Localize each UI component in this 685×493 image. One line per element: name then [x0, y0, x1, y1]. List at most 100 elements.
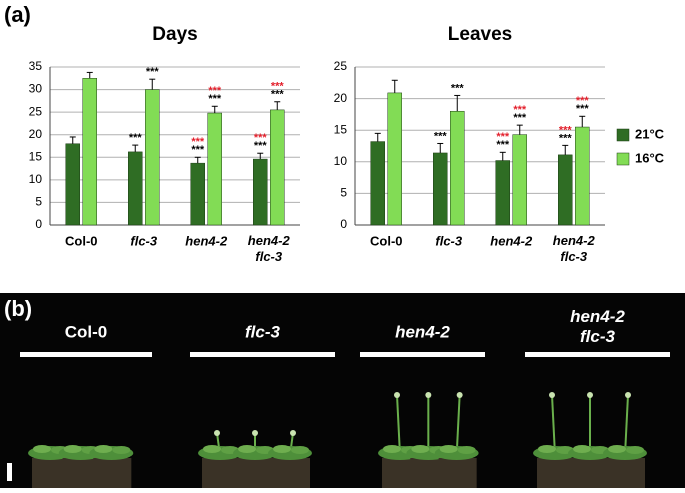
flower: [625, 392, 631, 398]
pot: [607, 458, 645, 488]
label-underline: [190, 352, 335, 357]
x-tick-label: flc-3: [130, 233, 158, 248]
y-tick-label: 10: [29, 172, 43, 186]
significance-label: ***: [576, 103, 590, 115]
significance-label: ***: [496, 139, 510, 151]
leaf: [626, 446, 644, 454]
significance-label: ***: [559, 132, 573, 144]
label-underline: [20, 352, 152, 357]
y-tick-label: 15: [334, 122, 348, 136]
pot: [237, 458, 275, 488]
bar: [370, 141, 385, 226]
significance-label: ***: [146, 66, 160, 78]
y-tick-label: 25: [334, 59, 348, 73]
leaf: [94, 445, 113, 453]
genotype-label: hen4-2 flc-3: [570, 307, 625, 346]
flower: [549, 392, 555, 398]
bar: [387, 92, 402, 226]
y-tick-label: 35: [29, 59, 43, 73]
bar: [190, 162, 205, 226]
bar: [207, 112, 222, 226]
x-tick-label: Col-0: [370, 233, 403, 248]
flower: [214, 430, 220, 436]
significance-label: ***: [434, 130, 448, 142]
panel-label: (a): [4, 2, 31, 27]
significance-label: ***: [271, 89, 285, 101]
chart-title: Leaves: [448, 24, 512, 45]
flower: [290, 430, 296, 436]
leaf: [112, 446, 131, 454]
leaf: [273, 445, 291, 453]
label-underline: [525, 352, 670, 357]
label-underline: [360, 352, 485, 357]
y-tick-label: 15: [29, 149, 43, 163]
pot: [272, 458, 310, 488]
significance-label: ***: [271, 81, 285, 93]
flower: [587, 392, 593, 398]
pot: [202, 458, 240, 488]
bar: [65, 143, 80, 226]
y-tick-label: 20: [334, 91, 348, 105]
y-tick-label: 0: [340, 217, 347, 231]
leaf: [457, 446, 476, 454]
stem: [551, 394, 556, 456]
chart-title: Days: [152, 24, 197, 45]
significance-label: ***: [191, 136, 205, 148]
x-tick-label: hen4-2: [490, 233, 533, 248]
flower: [425, 392, 432, 398]
significance-label: ***: [254, 140, 268, 152]
bar: [433, 152, 448, 226]
significance-label: ***: [208, 85, 222, 97]
leaf: [33, 445, 51, 453]
leaf: [63, 445, 82, 453]
x-tick-label: flc-3: [435, 233, 463, 248]
x-tick-label: hen4-2 flc-3: [553, 233, 596, 264]
stem: [455, 394, 461, 456]
leaf: [439, 445, 458, 453]
leaf: [608, 445, 626, 453]
legend-label: 16°C: [635, 150, 665, 165]
bar: [145, 89, 160, 226]
significance-label: ***: [559, 124, 573, 136]
bar: [128, 151, 143, 226]
leaf: [538, 445, 556, 453]
legend-label: 21°C: [635, 126, 665, 141]
pot: [438, 458, 477, 488]
y-tick-label: 20: [29, 127, 43, 141]
bar: [253, 158, 268, 226]
pot: [572, 458, 610, 488]
stem: [396, 394, 401, 456]
stem: [624, 394, 629, 456]
bar: [82, 78, 97, 226]
leaf: [573, 445, 591, 453]
significance-label: ***: [129, 132, 143, 144]
y-tick-label: 10: [334, 154, 348, 168]
legend-swatch: [616, 152, 630, 166]
bar: [575, 126, 590, 226]
bar: [270, 109, 285, 226]
bar: [512, 134, 527, 226]
y-tick-label: 30: [29, 82, 43, 96]
y-tick-label: 25: [29, 104, 43, 118]
bar: [495, 160, 510, 226]
flower: [456, 392, 463, 398]
y-tick-label: 5: [340, 186, 347, 200]
scale-bar: [7, 463, 12, 481]
genotype-label: flc-3: [245, 322, 281, 341]
pot: [537, 458, 575, 488]
legend-swatch: [616, 128, 630, 142]
significance-label: ***: [208, 93, 222, 105]
leaf: [203, 445, 221, 453]
flower: [394, 392, 400, 398]
bar: [450, 110, 465, 226]
flower: [252, 430, 258, 436]
leaf: [291, 446, 309, 454]
significance-label: ***: [513, 104, 527, 116]
y-tick-label: 0: [35, 217, 42, 231]
x-tick-label: hen4-2 flc-3: [248, 233, 291, 264]
significance-label: ***: [576, 95, 590, 107]
significance-label: ***: [254, 132, 268, 144]
significance-label: ***: [451, 82, 465, 94]
x-tick-label: hen4-2: [185, 233, 228, 248]
